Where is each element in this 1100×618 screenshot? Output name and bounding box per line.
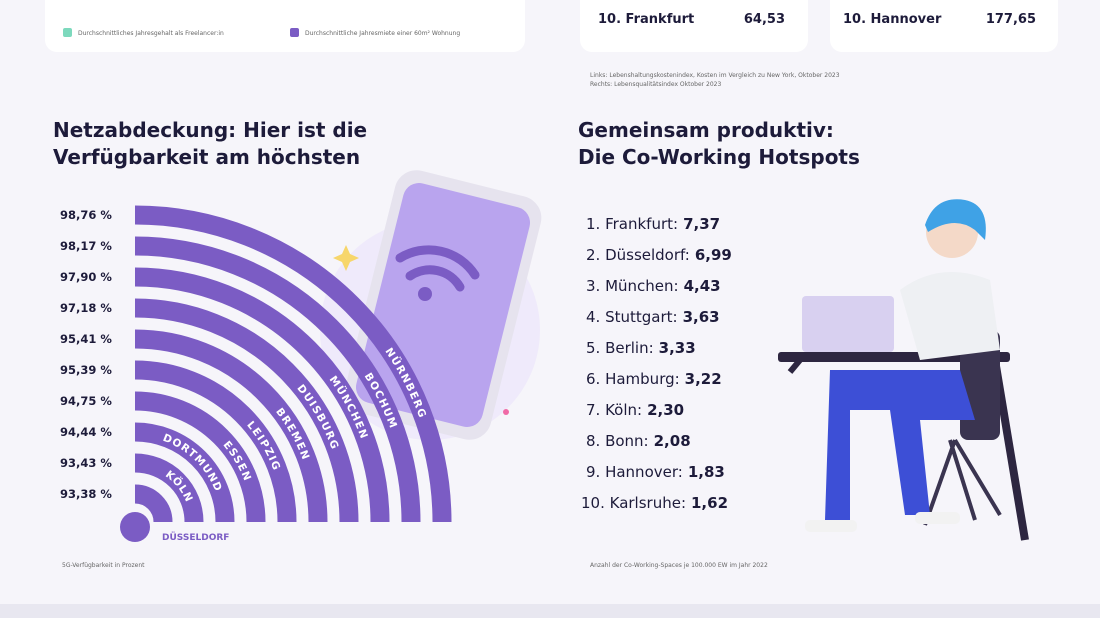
ranking-item: 2. Düsseldorf: 6,99 [586, 246, 732, 264]
coverage-arc [134, 484, 173, 523]
legend-label: Durchschnittliches Jahresgehalt als Free… [78, 30, 224, 37]
ranking-item: 1. Frankfurt: 7,37 [586, 215, 720, 233]
city-label: DÜSSELDORF [162, 532, 229, 543]
ranking-value: 2,08 [654, 432, 691, 450]
percent-label: 93,43 % [60, 456, 112, 470]
ranking-value: 3,63 [683, 308, 720, 326]
legend-label: Durchschnittliche Jahresmiete einer 60m²… [305, 30, 460, 37]
center-dot [120, 512, 150, 542]
ranking-label: 9. Hannover: [586, 463, 683, 481]
section-title: Die Co-Working Hotspots [578, 145, 860, 169]
coverage-arc [134, 267, 390, 523]
ranking-value: 3,33 [659, 339, 696, 357]
coverage-arc [134, 422, 235, 523]
coverage-arc [134, 298, 359, 523]
ranking-value: 3,22 [685, 370, 722, 388]
legend-swatch [290, 28, 299, 37]
ranking-label: 8. Bonn: [586, 432, 649, 450]
ranking-label: 2. Düsseldorf: [586, 246, 690, 264]
ranking-item: 7. Köln: 2,30 [586, 401, 684, 419]
note: 5G-Verfügbarkeit in Prozent [62, 562, 145, 569]
section-title: Netzabdeckung: Hier ist die [53, 118, 367, 142]
card [830, 0, 1058, 52]
coverage-arc [134, 453, 204, 523]
percent-label: 97,18 % [60, 301, 112, 315]
ranking-label: 7. Köln: [586, 401, 642, 419]
person-illustration [778, 199, 1029, 541]
ranking-value: 1,83 [688, 463, 725, 481]
ranking-item: 10. Karlsruhe: 1,62 [581, 494, 728, 512]
note: Anzahl der Co-Working-Spaces je 100.000 … [590, 562, 768, 569]
percent-label: 93,38 % [60, 487, 112, 501]
ranking-item: 4. Stuttgart: 3,63 [586, 308, 720, 326]
ranking-value: 1,62 [691, 494, 728, 512]
percent-label: 94,75 % [60, 394, 112, 408]
footer-band [0, 604, 1100, 618]
coverage-arc [134, 205, 452, 523]
section-title: Gemeinsam produktiv: [578, 118, 834, 142]
value: 64,53 [744, 12, 785, 27]
ranking-value: 2,30 [647, 401, 684, 419]
ranking-label: 3. München: [586, 277, 679, 295]
ranking-label: 1. Frankfurt: [586, 215, 678, 233]
ranking-item: 3. München: 4,43 [586, 277, 721, 295]
ranking-value: 7,37 [683, 215, 720, 233]
ranking-label: 4. Stuttgart: [586, 308, 678, 326]
ranking-label: 6. Hamburg: [586, 370, 680, 388]
section-title: Verfügbarkeit am höchsten [53, 145, 360, 169]
note: Rechts: Lebensqualitätsindex Oktober 202… [590, 81, 721, 88]
percent-label: 97,90 % [60, 270, 112, 284]
ranking-label: 10. Karlsruhe: [581, 494, 686, 512]
ranking-item: 9. Hannover: 1,83 [586, 463, 725, 481]
card [580, 0, 808, 52]
ranking-value: 6,99 [695, 246, 732, 264]
value: 177,65 [986, 12, 1036, 27]
coverage-arc [134, 236, 421, 523]
note: Links: Lebenshaltungskostenindex, Kosten… [590, 72, 840, 79]
card [45, 0, 525, 52]
rank: 10. Hannover [843, 12, 942, 27]
percent-label: 95,39 % [60, 363, 112, 377]
percent-label: 98,76 % [60, 208, 112, 222]
coverage-arc [134, 329, 328, 523]
percent-label: 95,41 % [60, 332, 112, 346]
ranking-label: 5. Berlin: [586, 339, 654, 357]
ranking-item: 5. Berlin: 3,33 [586, 339, 696, 357]
ranking-value: 4,43 [684, 277, 721, 295]
percent-label: 94,44 % [60, 425, 112, 439]
ranking-item: 8. Bonn: 2,08 [586, 432, 691, 450]
legend-swatch [63, 28, 72, 37]
rank: 10. Frankfurt [598, 12, 694, 27]
coverage-arc [134, 391, 266, 523]
ranking-item: 6. Hamburg: 3,22 [586, 370, 722, 388]
coverage-arc [134, 360, 297, 523]
percent-label: 98,17 % [60, 239, 112, 253]
